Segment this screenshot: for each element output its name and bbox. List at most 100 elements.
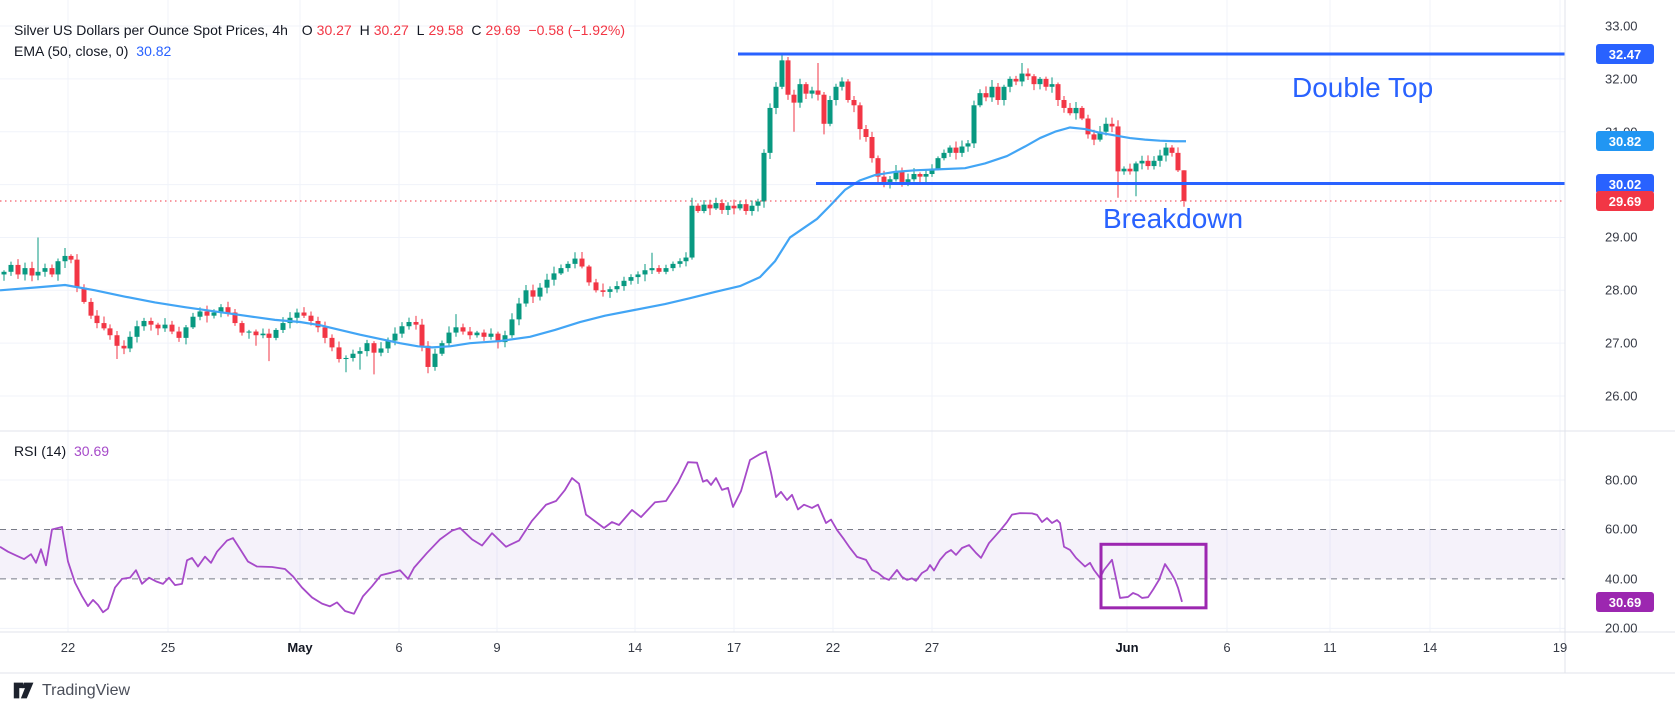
time-tick-label: 11 [1323,640,1337,655]
candle-body [169,324,175,332]
ema-legend-row[interactable]: EMA (50, close, 0) 30.82 [14,43,175,59]
candle-body [425,345,431,367]
ohlc-high-value: 30.27 [373,22,409,38]
candle-body [329,337,335,348]
rsi-tick-label: 40.00 [1605,571,1638,587]
candle-body [481,332,487,337]
candle-body [62,255,68,262]
ema-price-label: 30.82 [1596,131,1654,151]
candle-body [488,333,494,337]
candle-body [49,268,55,275]
candle-body [1043,78,1049,87]
candle-body [432,353,438,367]
candle-body [683,257,689,262]
candle-body [162,324,168,329]
candle-body [565,263,571,269]
candle-body [42,268,48,272]
candle-body [905,179,911,182]
candle-body [371,343,377,353]
candle-body [1085,118,1091,135]
candle-body [537,287,543,297]
candle-body [357,351,363,354]
time-tick-label: Jun [1115,640,1139,655]
price-tick-label: 26.00 [1605,388,1638,404]
candle-body [495,333,501,343]
candle-body [1001,86,1007,101]
candle-body [959,146,965,153]
rsi-line [0,450,1183,615]
candle-body [971,105,977,144]
candle-body [863,129,869,138]
candle-body [1181,170,1187,201]
candle-body [218,307,224,313]
time-tick-label: 14 [627,640,643,655]
candle-body [121,345,127,349]
candle-body [474,332,480,336]
ohlc-close-label: C [471,22,482,38]
candle-body [767,107,773,153]
candle-body [502,335,508,343]
rsi-tick-label: 20.00 [1605,620,1638,636]
rsi-legend-row[interactable]: RSI (14) 30.69 [14,443,113,459]
candle-body [530,290,536,297]
candle-body [797,84,803,103]
candle-body [1031,76,1037,85]
candle-body [460,327,466,332]
symbol-legend-row[interactable]: Silver US Dollars per Ounce Spot Prices,… [14,22,629,38]
price-tick-label: 29.00 [1605,229,1638,245]
candle-body [719,203,725,210]
breakdown-annotation[interactable]: Breakdown [1103,203,1244,234]
candle-body [1013,78,1019,82]
candle-body [68,255,74,260]
candle-body [600,290,606,292]
ohlc-open-value: 30.27 [316,22,352,38]
candle-body [15,264,21,275]
price-tick-label: 27.00 [1605,335,1638,351]
candle-body [419,324,425,346]
candle-body [1055,84,1061,101]
candle-body [114,335,120,346]
candle-body [399,326,405,334]
candle-body [127,336,133,349]
time-tick-label: 19 [1552,640,1568,655]
candle-body [544,279,550,288]
double-top-annotation[interactable]: Double Top [1292,72,1434,103]
rsi-highlight-box[interactable] [1099,542,1208,610]
ohlc-open-label: O [301,22,313,38]
candle-body [280,323,286,330]
candle-body [1115,126,1121,172]
candle-body [1175,152,1181,171]
candle-body [260,333,266,336]
candle-body [911,174,917,180]
candle-body [204,311,210,316]
candle-body [1007,78,1013,87]
candle-body [851,100,857,106]
candle-body [225,307,231,313]
candle-body [551,273,557,280]
rsi-tick-label: 80.00 [1605,472,1638,488]
candle-body [343,357,349,360]
candle-body [845,81,851,101]
candle-body [94,315,100,324]
candle-body [642,270,648,275]
candle-body [8,264,14,272]
symbol-title: Silver US Dollars per Ounce Spot Prices,… [14,22,288,38]
ohlc-high-label: H [359,22,370,38]
candle-body [413,322,419,325]
candle-body [923,174,929,177]
candle-body [439,343,445,354]
candle-body [107,328,113,336]
tradingview-logo[interactable]: TradingView [13,681,130,700]
candle-body [815,90,821,95]
candle-body [875,158,881,177]
candle-body [965,143,971,147]
candle-body [101,323,107,329]
candle-body [941,152,947,159]
candle-body [1139,160,1145,164]
candle-body [558,268,564,274]
resistance-price-label: 32.47 [1596,44,1654,64]
candle-body [935,158,941,169]
ohlc-low-label: L [416,22,425,38]
candle-body [929,168,935,175]
